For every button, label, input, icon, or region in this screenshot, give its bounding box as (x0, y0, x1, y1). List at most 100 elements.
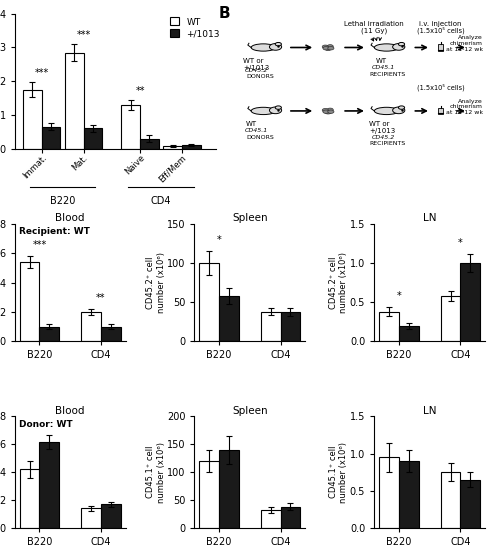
Bar (101, 504, 121, 528)
Text: *: * (217, 235, 221, 245)
Y-axis label: CD45.1⁺ cell
number (x10⁶): CD45.1⁺ cell number (x10⁶) (146, 442, 166, 503)
Ellipse shape (251, 107, 275, 114)
Y-axis label: CD45.2⁺ cell
number (x10⁶): CD45.2⁺ cell number (x10⁶) (329, 252, 348, 313)
Bar (399, 326, 418, 342)
Bar (83, 129, 102, 149)
Circle shape (323, 110, 329, 113)
Bar (42, 127, 60, 148)
Ellipse shape (251, 44, 275, 51)
Bar (101, 327, 121, 342)
Bar (39, 442, 59, 528)
Circle shape (270, 107, 282, 114)
Text: B: B (219, 6, 231, 21)
Text: Donor: WT: Donor: WT (19, 420, 73, 429)
Bar (441, 296, 461, 342)
Text: CD45.1: CD45.1 (372, 65, 395, 70)
Text: ***: *** (76, 30, 91, 40)
Bar (261, 311, 281, 342)
Text: WT: WT (375, 58, 387, 64)
Bar (379, 458, 399, 528)
Text: *: * (396, 291, 401, 301)
Text: Lethal irradiation: Lethal irradiation (344, 21, 404, 28)
Circle shape (322, 45, 328, 48)
Bar (461, 263, 480, 342)
Text: CD45.1: CD45.1 (245, 129, 268, 134)
Circle shape (323, 47, 329, 50)
Text: **: ** (135, 86, 145, 96)
Circle shape (392, 43, 405, 50)
Bar (399, 461, 418, 528)
Text: CD45.2: CD45.2 (245, 68, 268, 73)
Bar (199, 461, 219, 528)
Bar (281, 312, 300, 342)
Text: DONORS: DONORS (246, 74, 274, 80)
Circle shape (392, 107, 405, 114)
Circle shape (325, 111, 331, 114)
Bar (379, 311, 399, 342)
Text: WT or
+/1013: WT or +/1013 (369, 121, 395, 134)
Title: Blood: Blood (55, 406, 85, 416)
Text: CD4: CD4 (151, 196, 171, 206)
Circle shape (328, 110, 334, 113)
Text: ***: *** (35, 68, 49, 78)
Bar (20, 470, 39, 528)
Text: i.v. injection: i.v. injection (419, 21, 462, 28)
Text: (1.5x10⁵ cells): (1.5x10⁵ cells) (417, 26, 465, 34)
Circle shape (275, 106, 281, 109)
Bar (199, 263, 219, 342)
Text: Recipient: WT: Recipient: WT (19, 228, 90, 236)
Text: Analyze
chimerism
at 11-12 wk: Analyze chimerism at 11-12 wk (445, 98, 483, 115)
Bar (281, 507, 300, 528)
Text: RECIPIENTS: RECIPIENTS (369, 141, 406, 146)
Title: LN: LN (423, 406, 437, 416)
Ellipse shape (374, 107, 399, 114)
Text: RECIPIENTS: RECIPIENTS (369, 72, 406, 77)
Bar (81, 509, 101, 528)
FancyBboxPatch shape (438, 45, 443, 51)
Circle shape (325, 47, 331, 51)
Bar (81, 312, 101, 342)
Legend: WT, +/1013: WT, +/1013 (169, 15, 222, 40)
Title: LN: LN (423, 213, 437, 223)
Circle shape (275, 42, 281, 46)
Text: (1.5x10⁵ cells): (1.5x10⁵ cells) (417, 83, 465, 91)
Circle shape (324, 46, 331, 49)
Bar (23, 90, 42, 148)
Text: Analyze
chimerism
at 11-12 wk: Analyze chimerism at 11-12 wk (445, 35, 483, 52)
Ellipse shape (374, 44, 399, 51)
Bar (441, 472, 461, 528)
Bar (163, 146, 182, 148)
Text: DONORS: DONORS (246, 135, 274, 140)
Bar (20, 262, 39, 342)
Text: *: * (458, 238, 463, 248)
Y-axis label: CD45.1⁺ cell
number (x10⁶): CD45.1⁺ cell number (x10⁶) (329, 442, 348, 503)
Circle shape (398, 42, 405, 46)
Bar (182, 145, 200, 149)
Circle shape (327, 108, 333, 112)
Bar (122, 105, 140, 148)
Y-axis label: CD45.2⁺ cell
number (x10⁶): CD45.2⁺ cell number (x10⁶) (146, 252, 166, 313)
Text: ***: *** (32, 240, 47, 250)
Bar (219, 296, 239, 342)
Text: **: ** (96, 293, 106, 303)
Bar (219, 450, 239, 528)
Bar (261, 510, 281, 528)
Bar (39, 327, 59, 342)
Circle shape (327, 45, 333, 48)
Text: B220: B220 (50, 196, 75, 206)
Text: WT: WT (246, 121, 257, 127)
Text: CD45.2: CD45.2 (372, 135, 395, 140)
Title: Spleen: Spleen (232, 213, 268, 223)
Title: Blood: Blood (55, 213, 85, 223)
Circle shape (398, 106, 405, 109)
FancyBboxPatch shape (438, 108, 443, 114)
Bar (65, 53, 83, 148)
Text: (11 Gy): (11 Gy) (361, 28, 387, 34)
Bar (461, 480, 480, 528)
Title: Spleen: Spleen (232, 406, 268, 416)
Circle shape (328, 47, 334, 50)
Circle shape (270, 43, 282, 50)
Text: WT or
+/1013: WT or +/1013 (243, 58, 270, 70)
Bar (140, 139, 159, 148)
Circle shape (322, 108, 328, 112)
